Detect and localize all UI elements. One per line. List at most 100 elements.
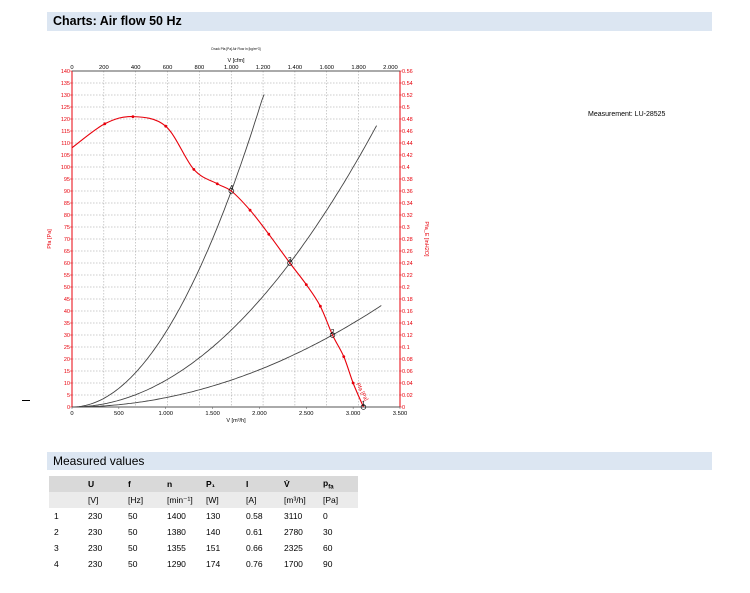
y-tick-label: 115 (61, 129, 70, 135)
measured-title: Measured values (53, 454, 145, 468)
table-cell: 3 (54, 543, 59, 553)
y2-tick-label: 0.4 (402, 165, 410, 171)
x-tick-label: 3.000 (346, 411, 361, 417)
unit-cell: [Hz] (123, 492, 162, 508)
y-tick-label: 95 (64, 177, 70, 183)
y2-tick-label: 0.16 (402, 309, 413, 315)
y2-tick-label: 0.5 (402, 105, 410, 111)
header-cell (49, 476, 83, 492)
x-tick-label: 0 (70, 411, 73, 417)
y-tick-label: 100 (61, 165, 70, 171)
table-cell: 50 (128, 527, 138, 537)
operating-point-marker (287, 260, 293, 266)
table-cell: 50 (128, 543, 138, 553)
y2-tick-label: 0.04 (402, 381, 413, 387)
x2-tick-label: 1.200 (256, 65, 271, 71)
y2-tick-label: 0.46 (402, 129, 413, 135)
y2-tick-label: 0.22 (402, 273, 413, 279)
y2-tick-label: 0.32 (402, 213, 413, 219)
measurement-label: Measurement: LU-28525 (588, 111, 666, 118)
charts-section-header: Charts: Air flow 50 Hz (47, 12, 712, 31)
x-tick-label: 2.500 (299, 411, 314, 417)
y-tick-label: 5 (67, 393, 70, 399)
y2-tick-label: 0.52 (402, 93, 413, 99)
table-header-row: U f n P₁ I V̇ pfa (49, 476, 358, 492)
table-cell: 174 (206, 559, 221, 569)
y-tick-label: 15 (64, 369, 70, 375)
operating-point-marker (329, 332, 336, 338)
table-cell: 1400 (167, 511, 186, 521)
fan-curve-marker (131, 115, 135, 118)
y-tick-label: 130 (61, 93, 70, 99)
x-tick-label: 1.000 (158, 411, 173, 417)
unit-cell: [V] (83, 492, 123, 508)
y-tick-label: 120 (61, 117, 70, 123)
x-tick-label: 2.000 (252, 411, 267, 417)
y2-tick-label: 0.28 (402, 237, 413, 243)
y-tick-label: 50 (64, 285, 70, 291)
table-cell: 2 (54, 527, 59, 537)
operating-point-label: 3 (288, 257, 292, 264)
unit-cell: [m³/h] (279, 492, 318, 508)
y-tick-label: 105 (61, 153, 70, 159)
operating-point-label: 1 (361, 401, 365, 408)
operating-point-marker (360, 404, 367, 410)
y2-tick-label: 0.18 (402, 297, 413, 303)
x2-tick-label: 400 (131, 65, 141, 71)
unit-cell: [Pa] (318, 492, 358, 508)
y-tick-label: 80 (64, 213, 70, 219)
y2-tick-label: 0.08 (402, 357, 413, 363)
charts-title: Charts: Air flow 50 Hz (53, 14, 182, 28)
unit-cell: [min⁻¹] (162, 492, 201, 508)
chart-header-text: Druck Pfa [Pa] Air Flow In [kg/m^3] (211, 47, 260, 51)
x2-tick-label: 1.000 (224, 65, 239, 71)
x2-tick-label: 1.600 (319, 65, 334, 71)
header-cell: P₁ (201, 476, 241, 492)
table-cell: 1700 (284, 559, 303, 569)
y2-tick-label: 0.14 (402, 321, 413, 327)
y-tick-label: 35 (64, 321, 70, 327)
y2-tick-label: 0.44 (402, 141, 413, 147)
operating-point-label: 2 (331, 329, 335, 336)
table-cell: 1290 (167, 559, 186, 569)
table-cell: 2325 (284, 543, 303, 553)
y-tick-label: 135 (61, 81, 70, 87)
table-cell: 230 (88, 527, 103, 537)
table-cell: 230 (88, 559, 103, 569)
fan-curve-marker (103, 122, 107, 126)
header-cell: n (162, 476, 201, 492)
fan-curve-marker (304, 283, 308, 286)
y2-axis-label: Pfa_E [inH2O] (423, 221, 429, 257)
table-cell: 50 (128, 559, 138, 569)
fan-curve-marker (192, 168, 196, 171)
fan-curve-marker (267, 232, 271, 236)
x2-tick-label: 600 (163, 65, 173, 71)
measured-values-table: U f n P₁ I V̇ pfa [V] [Hz] [min⁻¹] [W] [… (49, 476, 358, 572)
y2-tick-label: 0.24 (402, 261, 413, 267)
x-tick-label: 500 (114, 411, 124, 417)
x-tick-label: 3.500 (393, 411, 408, 417)
x2-tick-label: 200 (99, 65, 109, 71)
y2-tick-label: 0.3 (402, 225, 410, 231)
unit-cell (49, 492, 83, 508)
system-curve (72, 125, 377, 408)
y-tick-label: 65 (64, 249, 70, 255)
y-axis-label: Pfa [Pa] (47, 229, 53, 249)
table-row: 1 230 50 1400 130 0.58 3110 0 (49, 508, 358, 524)
table-cell: 1355 (167, 543, 186, 553)
table-cell: 4 (54, 559, 59, 569)
y-tick-label: 140 (61, 69, 70, 75)
y-tick-label: 110 (61, 141, 70, 147)
y2-tick-label: 0.12 (402, 333, 413, 339)
unit-cell: [A] (241, 492, 279, 508)
x2-tick-label: 2.000 (383, 65, 398, 71)
table-cell: 0 (323, 511, 328, 521)
y2-tick-label: 0.02 (402, 393, 413, 399)
margin-dash (22, 400, 30, 401)
y-tick-label: 10 (64, 381, 70, 387)
table-cell: 1 (54, 511, 59, 521)
table-cell: 2780 (284, 527, 303, 537)
y2-tick-label: 0.06 (402, 369, 413, 375)
header-cell: U (83, 476, 123, 492)
y-tick-label: 70 (64, 237, 70, 243)
